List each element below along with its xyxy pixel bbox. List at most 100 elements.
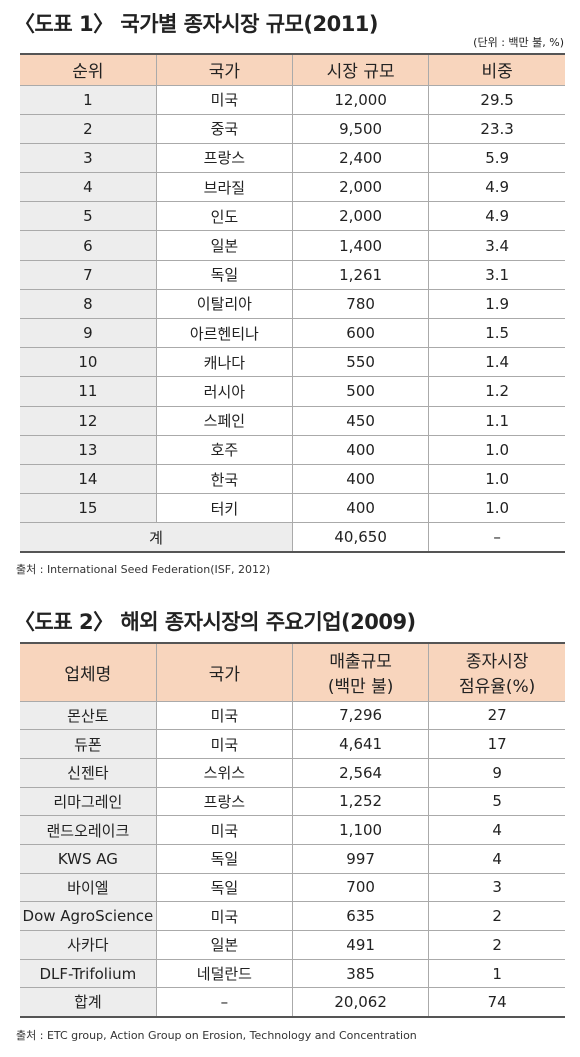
cell: 74 <box>428 987 565 1018</box>
cell: 9 <box>428 757 565 788</box>
cell: 385 <box>291 958 430 989</box>
cell: 바이엘 <box>20 872 157 903</box>
cell: 6 <box>20 230 157 261</box>
cell: 400 <box>291 493 430 524</box>
cell: 4.9 <box>428 201 565 232</box>
cell: 1 <box>20 84 157 115</box>
title: 〈도표 2〉 해외 종자시장의 주요기업(2009) <box>14 610 416 634</box>
cell: 635 <box>291 901 430 931</box>
cell: 1.5 <box>428 317 565 349</box>
cell: 3 <box>20 142 157 174</box>
header-cell: 종자시장 점유율(%) <box>428 642 565 702</box>
cell: 1.1 <box>428 405 565 436</box>
source: 출처 : ETC group, Action Group on Erosion,… <box>16 1029 417 1042</box>
row: 듀폰 미국 4,641 17 <box>20 729 565 759</box>
cell: 일본 <box>155 930 294 960</box>
header-row: 순위 국가 시장 규모 비중 <box>20 53 565 86</box>
cell: 듀폰 <box>20 729 157 759</box>
cell: 사카다 <box>20 930 157 960</box>
cell: 3.4 <box>428 230 565 261</box>
row: 11 러시아 500 1.2 <box>20 376 565 407</box>
cell: 4 <box>428 843 565 874</box>
cell: 미국 <box>155 729 294 759</box>
cell: KWS AG <box>20 843 157 874</box>
cell: 랜드오레이크 <box>20 815 157 845</box>
row: 몬산토 미국 7,296 27 <box>20 700 565 731</box>
cell: 500 <box>291 376 430 407</box>
row: KWS AG 독일 997 4 <box>20 843 565 874</box>
row: 바이엘 독일 700 3 <box>20 872 565 903</box>
row: 3 프랑스 2,400 5.9 <box>20 142 565 174</box>
cell: 한국 <box>155 463 294 495</box>
row: 7 독일 1,261 3.1 <box>20 259 565 290</box>
cell: 14 <box>20 463 157 495</box>
cell: 독일 <box>155 872 294 903</box>
cell: 프랑스 <box>155 786 294 817</box>
cell: 29.5 <box>428 84 565 115</box>
cell: 9 <box>20 317 157 349</box>
cell: 미국 <box>155 84 294 115</box>
header-row: 업체명 국가 매출규모 (백만 불) 종자시장 점유율(%) <box>20 642 565 702</box>
cell: 450 <box>291 405 430 436</box>
cell: 계 <box>20 522 293 554</box>
cell: 491 <box>291 930 430 960</box>
cell: 4 <box>428 815 565 845</box>
cell: 1 <box>428 958 565 989</box>
cell: 1.9 <box>428 288 565 320</box>
cell: 이탈리아 <box>155 288 294 320</box>
title: 〈도표 1〉 국가별 종자시장 규모(2011) <box>14 12 379 36</box>
cell: 1.0 <box>428 463 565 495</box>
table: 순위 국가 시장 규모 비중 1 미국 12,000 29.5 2 중국 9,500 23.3 3 프랑스… <box>20 53 565 554</box>
cell: 12 <box>20 405 157 436</box>
cell: 신젠타 <box>20 757 157 788</box>
cell: 미국 <box>155 815 294 845</box>
cell: 터키 <box>155 493 294 524</box>
row: 5 인도 2,000 4.9 <box>20 201 565 232</box>
cell: 550 <box>291 347 430 378</box>
header-cell: 순위 <box>20 53 157 86</box>
cell: 5 <box>20 201 157 232</box>
cell: 중국 <box>155 113 294 144</box>
cell: 700 <box>291 872 430 903</box>
cell: 미국 <box>155 901 294 931</box>
cell: 20,062 <box>291 987 430 1018</box>
cell: 독일 <box>155 843 294 874</box>
cell: 합계 <box>20 987 157 1018</box>
cell: 러시아 <box>155 376 294 407</box>
cell: 15 <box>20 493 157 524</box>
cell: 아르헨티나 <box>155 317 294 349</box>
cell: 2,000 <box>291 201 430 232</box>
cell: 2,564 <box>291 757 430 788</box>
cell: 3.1 <box>428 259 565 290</box>
row: 8 이탈리아 780 1.9 <box>20 288 565 320</box>
cell: 1.0 <box>428 434 565 465</box>
cell: 5.9 <box>428 142 565 174</box>
cell: 2 <box>428 901 565 931</box>
cell: 5 <box>428 786 565 817</box>
total-row: 계 40,650– <box>20 522 565 554</box>
row: 9 아르헨티나 600 1.5 <box>20 317 565 349</box>
header-cell: 비중 <box>428 53 565 86</box>
cell: 3 <box>428 872 565 903</box>
cell: 브라질 <box>155 172 294 203</box>
cell: 4 <box>20 172 157 203</box>
cell: 4,641 <box>291 729 430 759</box>
cell: 1.2 <box>428 376 565 407</box>
cell: 1.0 <box>428 493 565 524</box>
cell: 7,296 <box>291 700 430 731</box>
row: DLF-Trifolium 네덜란드 385 1 <box>20 958 565 989</box>
row: 신젠타 스위스 2,564 9 <box>20 757 565 788</box>
cell: 1,252 <box>291 786 430 817</box>
cell: Dow AgroScience <box>20 901 157 931</box>
cell: 1,100 <box>291 815 430 845</box>
cell: 스페인 <box>155 405 294 436</box>
cell: 997 <box>291 843 430 874</box>
cell: 600 <box>291 317 430 349</box>
header-cell: 시장 규모 <box>291 53 430 86</box>
row: 6 일본 1,400 3.4 <box>20 230 565 261</box>
row: 랜드오레이크 미국 1,100 4 <box>20 815 565 845</box>
cell: 호주 <box>155 434 294 465</box>
cell: 1,400 <box>291 230 430 261</box>
cell: 4.9 <box>428 172 565 203</box>
